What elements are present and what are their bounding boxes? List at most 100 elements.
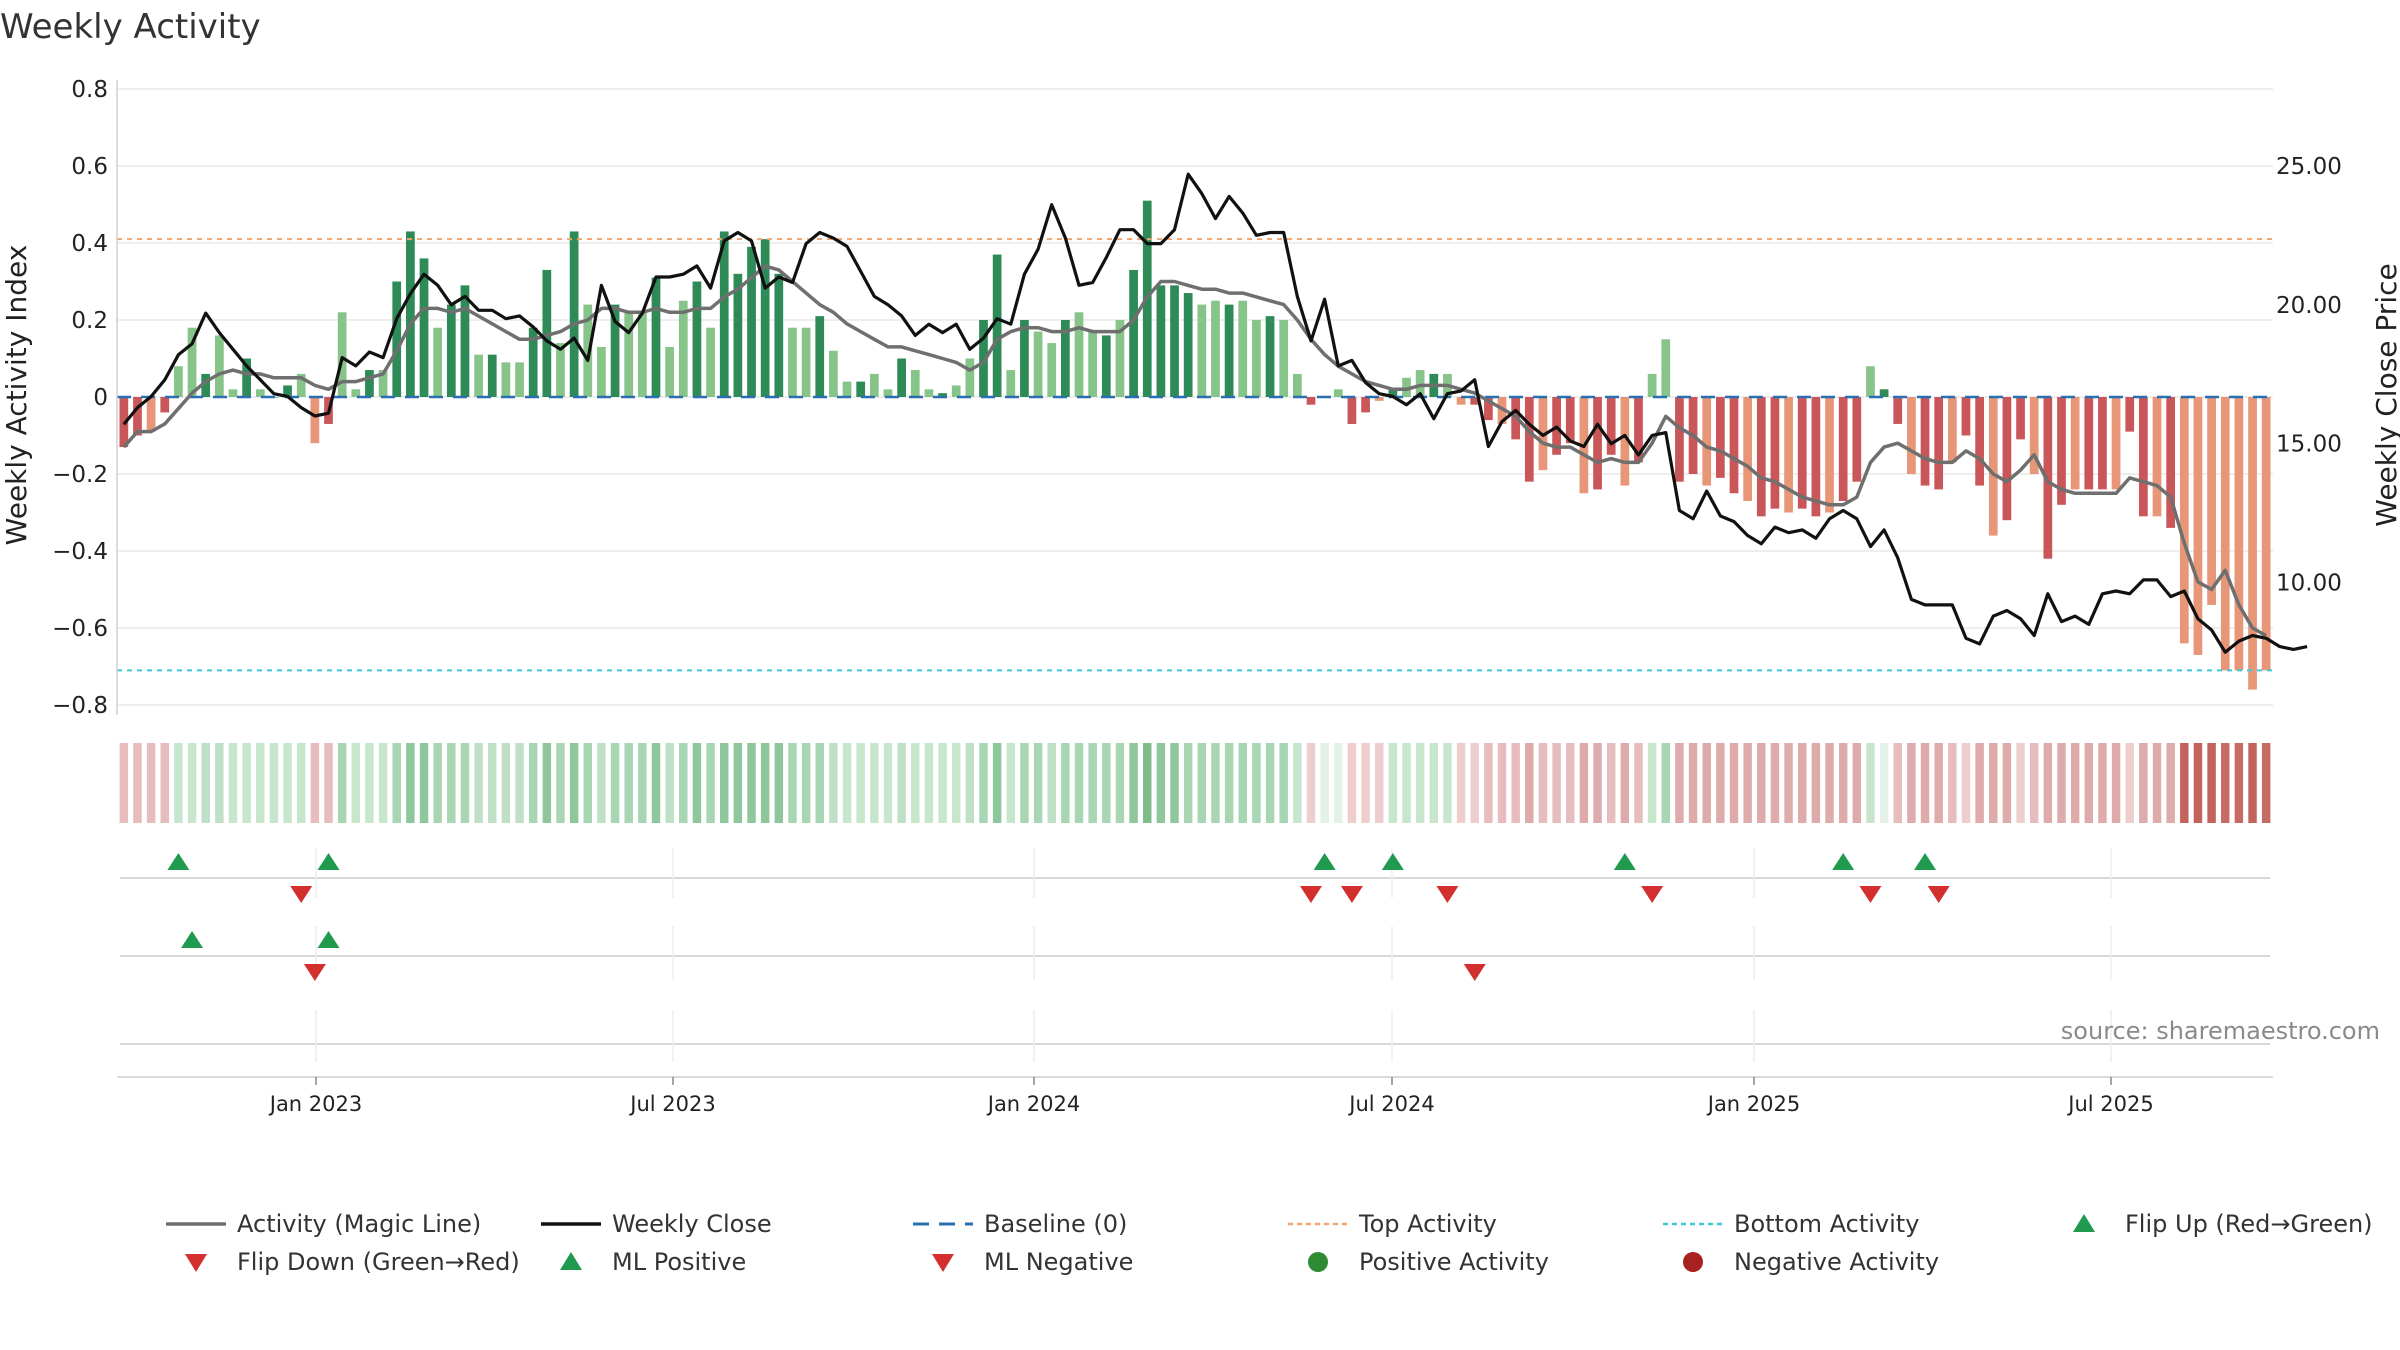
activity-bar	[1825, 397, 1834, 513]
activity-bar	[2220, 397, 2230, 671]
activity-bar	[883, 389, 893, 397]
activity-bar	[1647, 373, 1657, 397]
strip-cell	[2125, 743, 2134, 823]
legend-item: Top Activity	[1288, 1210, 1497, 1238]
activity-bar	[1333, 389, 1343, 397]
activity-bar	[1061, 320, 1070, 397]
legend-label: Baseline (0)	[984, 1210, 1127, 1238]
activity-bar	[1020, 320, 1029, 397]
legend-item: Weekly Close	[541, 1210, 772, 1238]
flip-up-marker	[1832, 853, 1855, 870]
strip-cell	[1252, 743, 1261, 823]
strip-cell	[706, 743, 715, 823]
strip-cell	[1238, 743, 1247, 823]
activity-bar	[801, 327, 811, 397]
activity-bar	[1593, 397, 1602, 490]
activity-bar	[419, 258, 429, 397]
activity-bar	[1197, 304, 1207, 397]
y2-axis-label: Weekly Close Price	[2370, 263, 2400, 526]
strip-cell	[610, 743, 620, 823]
strip-cell	[1156, 743, 1166, 823]
strip-cell	[283, 743, 292, 823]
strip-cell	[515, 743, 524, 823]
flip-down-marker	[1927, 886, 1950, 903]
y-tick-label: 0.6	[71, 154, 108, 180]
activity-bar	[1361, 397, 1370, 413]
activity-bar	[1675, 397, 1684, 482]
y-tick-label: 0.4	[71, 231, 108, 257]
activity-bar	[365, 370, 374, 397]
activity-bar	[1811, 397, 1821, 517]
strip-cell	[215, 743, 224, 823]
strip-cell	[679, 743, 688, 823]
strip-cell	[938, 743, 947, 823]
y2-tick-label: 25.00	[2276, 154, 2342, 180]
activity-bar	[733, 273, 743, 397]
strip-cell	[1415, 743, 1425, 823]
legend-label: Flip Up (Red→Green)	[2125, 1210, 2373, 1238]
strip-cell	[1429, 743, 1439, 823]
activity-bar	[1729, 397, 1739, 494]
ml-positive-marker	[317, 931, 340, 948]
strip-cell	[883, 743, 893, 823]
activity-bar	[2234, 397, 2244, 671]
activity-bar	[747, 246, 756, 397]
activity-bar	[2111, 397, 2121, 490]
strip-cell	[665, 743, 674, 823]
activity-bar	[1170, 285, 1179, 397]
strip-cell	[2057, 743, 2066, 823]
activity-heat-strip	[119, 743, 2271, 823]
y-tick-label: −0.8	[52, 693, 108, 719]
strip-cell	[2043, 743, 2053, 823]
x-tick-label: Jul 2023	[628, 1092, 715, 1116]
strip-cell	[2166, 743, 2175, 823]
flip-up-marker	[1381, 853, 1404, 870]
strip-cell	[1961, 743, 1971, 823]
legend-label: Top Activity	[1358, 1210, 1497, 1238]
strip-cell	[1879, 743, 1889, 823]
activity-bar	[897, 358, 906, 397]
legend-item: Bottom Activity	[1663, 1210, 1919, 1238]
activity-bar	[1565, 397, 1575, 444]
activity-bar	[433, 327, 443, 397]
strip-cell	[1170, 743, 1179, 823]
activity-bar	[637, 312, 647, 397]
activity-bar	[719, 231, 729, 397]
x-tick-label: Jul 2025	[2066, 1092, 2153, 1116]
activity-bar	[1279, 320, 1289, 397]
activity-bar	[1866, 366, 1875, 397]
activity-bar	[201, 373, 211, 397]
y2-tick-label: 15.00	[2276, 432, 2342, 458]
chart-title: Weekly Activity	[0, 7, 261, 47]
strip-cell	[1279, 743, 1288, 823]
strip-cell	[337, 743, 347, 823]
activity-bar	[1524, 397, 1534, 482]
y-axis-label: Weekly Activity Index	[0, 245, 33, 546]
strip-cell	[1825, 743, 1834, 823]
strip-cell	[296, 743, 306, 823]
activity-bar	[1456, 397, 1466, 405]
activity-bar	[160, 397, 170, 413]
strip-cell	[2193, 743, 2203, 823]
activity-bar	[542, 269, 552, 397]
strip-cell	[924, 743, 934, 823]
activity-bar	[406, 231, 415, 397]
activity-bar	[2248, 397, 2257, 690]
activity-bar	[1743, 397, 1753, 501]
activity-bar	[1101, 335, 1111, 397]
strip-cell	[842, 743, 852, 823]
legend-label: ML Negative	[984, 1248, 1133, 1276]
activity-bar	[2002, 397, 2012, 521]
strip-cell	[1006, 743, 1016, 823]
strip-cell	[1033, 743, 1043, 823]
activity-bar	[487, 354, 497, 397]
strip-cell	[1374, 743, 1384, 823]
activity-bar	[951, 385, 961, 397]
strip-cell	[392, 743, 401, 823]
activity-bar	[1852, 397, 1862, 482]
activity-bar	[1756, 397, 1766, 517]
flip-up-marker	[1613, 853, 1636, 870]
activity-bar	[1606, 397, 1616, 455]
strip-cell	[1811, 743, 1821, 823]
legend-label: ML Positive	[612, 1248, 746, 1276]
